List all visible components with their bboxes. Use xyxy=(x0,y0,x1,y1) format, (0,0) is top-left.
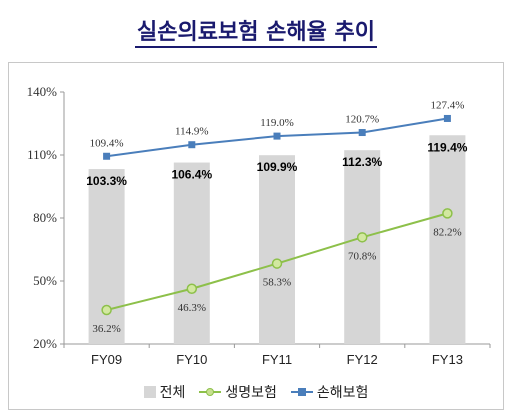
legend-item-nonlife: 손해보험 xyxy=(290,382,369,402)
x-tick-label: FY09 xyxy=(91,352,122,367)
bar-total xyxy=(259,155,295,344)
bar-total xyxy=(429,135,466,344)
point-nonlife xyxy=(443,114,451,122)
point-nonlife xyxy=(188,141,196,149)
y-tick-label: 50% xyxy=(33,273,57,288)
point-life xyxy=(186,283,198,295)
point-life xyxy=(442,208,453,219)
bar-value-label: 109.9% xyxy=(257,160,298,174)
bar-value-label: 103.3% xyxy=(86,174,127,188)
point-life xyxy=(101,304,112,316)
y-tick-label: 110% xyxy=(27,147,57,162)
point-label-nonlife: 109.4% xyxy=(90,137,124,149)
point-label-life: 46.3% xyxy=(178,302,206,314)
point-label-nonlife: 127.4% xyxy=(430,99,464,111)
point-label-nonlife: 119.0% xyxy=(260,117,294,129)
y-tick-label: 80% xyxy=(33,210,57,225)
legend-swatch-nonlife xyxy=(290,386,313,398)
point-life xyxy=(356,232,368,243)
point-nonlife xyxy=(273,132,281,140)
bar-value-label: 119.4% xyxy=(427,140,467,154)
chart-title: 실손의료보험 손해율 추이 xyxy=(0,14,512,48)
bar-value-label: 112.3% xyxy=(342,155,382,169)
bar-value-label: 106.4% xyxy=(171,168,212,182)
point-label-life: 58.3% xyxy=(263,277,291,289)
x-tick-label: FY10 xyxy=(176,352,207,367)
bar-total xyxy=(344,150,381,344)
legend: 전체 생명보험 손해보험 xyxy=(0,381,512,403)
legend-label-nonlife: 손해보험 xyxy=(316,385,369,401)
x-tick-label: FY12 xyxy=(347,352,378,367)
x-tick-label: FY11 xyxy=(262,352,292,367)
bar-total xyxy=(173,162,210,344)
point-label-life: 82.2% xyxy=(433,226,461,238)
y-tick-label: 20% xyxy=(33,336,57,351)
point-label-nonlife: 114.9% xyxy=(175,126,209,138)
point-label-nonlife: 120.7% xyxy=(345,114,379,126)
y-tick-label: 140% xyxy=(27,84,58,99)
legend-swatch-total xyxy=(143,386,156,398)
x-tick-label: FY13 xyxy=(432,352,463,367)
point-nonlife xyxy=(103,152,111,160)
point-label-life: 70.8% xyxy=(348,250,376,262)
point-nonlife xyxy=(358,129,366,137)
legend-item-total: 전체 xyxy=(143,382,186,402)
legend-label-life: 생명보험 xyxy=(225,385,277,401)
legend-label-total: 전체 xyxy=(159,385,186,401)
chart-frame xyxy=(8,62,504,410)
point-label-life: 36.2% xyxy=(92,323,120,335)
legend-swatch-life xyxy=(199,386,222,398)
point-life xyxy=(271,258,283,269)
legend-item-life: 생명보험 xyxy=(199,382,277,402)
chart-title-text: 실손의료보험 손해율 추이 xyxy=(135,20,377,48)
bar-total xyxy=(88,169,125,344)
